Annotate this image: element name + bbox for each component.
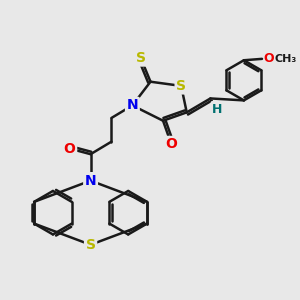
Text: S: S bbox=[85, 238, 96, 252]
Text: O: O bbox=[166, 137, 177, 152]
Text: O: O bbox=[64, 142, 76, 156]
Text: S: S bbox=[136, 51, 146, 65]
Text: O: O bbox=[263, 52, 274, 65]
Text: S: S bbox=[176, 79, 186, 93]
Text: CH₃: CH₃ bbox=[274, 54, 297, 64]
Text: H: H bbox=[212, 103, 223, 116]
Text: N: N bbox=[127, 98, 138, 112]
Text: N: N bbox=[85, 174, 96, 188]
